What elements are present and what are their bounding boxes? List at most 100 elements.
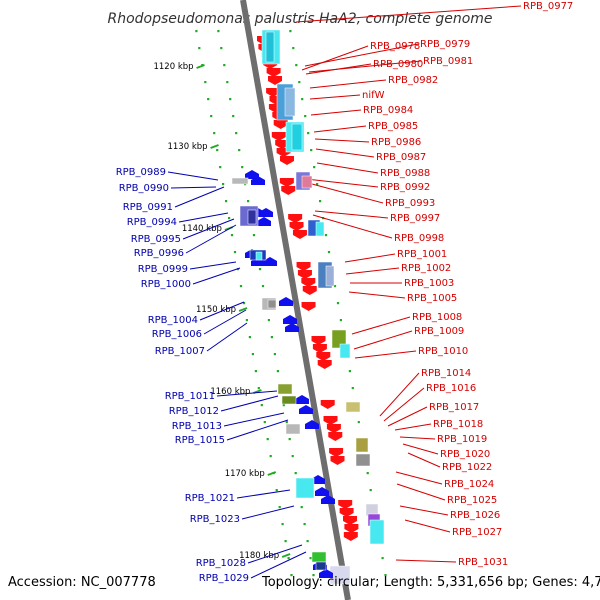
gene-label-left[interactable]: RPB_1021 [185,493,235,504]
gene-arrow-reverse[interactable] [343,516,357,525]
gene-arrow-reverse[interactable] [329,448,344,457]
gene-arrow-reverse[interactable] [312,344,327,353]
gene-label-left[interactable]: RPB_0989 [116,167,166,178]
gene-arrow-reverse[interactable] [289,222,304,231]
gene-arrow-reverse[interactable] [339,508,354,517]
gene-arrow-forward[interactable] [315,487,329,496]
gene-arrow-reverse[interactable] [281,186,296,195]
gene-arrow-reverse[interactable] [301,302,316,311]
gene-label-left[interactable]: RPB_1029 [199,573,249,584]
gene-block[interactable] [369,519,385,545]
gene-label-right[interactable]: RPB_1009 [414,326,464,337]
gene-label-right[interactable]: RPB_1002 [401,263,451,274]
gene-arrow-reverse[interactable] [343,532,358,541]
gene-label-left[interactable]: RPB_0994 [127,217,177,228]
gene-label-left[interactable]: RPB_1012 [169,406,219,417]
gene-arrow-reverse[interactable] [330,456,345,465]
gene-arrow-reverse[interactable] [311,336,326,345]
gene-label-left[interactable]: RPB_1023 [190,514,240,525]
gene-block[interactable] [231,177,249,185]
gene-label-left[interactable]: RPB_0990 [119,183,169,194]
gene-label-right[interactable]: RPB_0998 [394,233,444,244]
gene-arrow-forward[interactable] [295,395,309,404]
gene-label-left[interactable]: RPB_1028 [196,558,246,569]
gene-arrow-reverse[interactable] [279,178,294,187]
gene-arrow-forward[interactable] [321,495,335,504]
gene-label-left[interactable]: RPB_1007 [155,346,205,357]
gene-arrow-forward[interactable] [285,323,299,332]
gene-block[interactable] [277,383,293,395]
gene-label-left[interactable]: RPB_0991 [123,202,173,213]
gene-label-right[interactable]: RPB_1020 [440,449,490,460]
gene-arrow-forward[interactable] [279,297,293,306]
gene-label-right[interactable]: RPB_0978 [370,41,420,52]
gene-block[interactable] [315,221,325,237]
gene-arrow-forward[interactable] [299,405,313,414]
gene-label-right[interactable]: RPB_0988 [380,168,430,179]
gene-block[interactable] [355,453,371,467]
gene-label-right[interactable]: RPB_1025 [447,495,497,506]
gene-arrow-reverse[interactable] [328,432,343,441]
gene-arrow-reverse[interactable] [344,524,359,533]
gene-label-right[interactable]: RPB_0982 [388,75,438,86]
gene-block[interactable] [247,209,257,225]
gene-label-right[interactable]: RPB_0993 [385,198,435,209]
gene-label-left[interactable]: RPB_1006 [152,329,202,340]
gene-label-left[interactable]: RPB_1013 [172,421,222,432]
gene-label-right[interactable]: RPB_0986 [371,137,421,148]
gene-arrow-reverse[interactable] [266,88,281,97]
gene-block[interactable] [355,437,369,453]
gene-label-right[interactable]: RPB_0980 [373,59,423,70]
gene-label-right[interactable]: RPB_0987 [376,152,426,163]
gene-label-right[interactable]: nifW [362,90,385,101]
gene-arrow-forward[interactable] [251,176,265,185]
gene-arrow-forward[interactable] [283,315,297,324]
gene-label-left[interactable]: RPB_0999 [138,264,188,275]
gene-label-right[interactable]: RPB_1017 [429,402,479,413]
gene-block[interactable] [339,343,351,359]
gene-arrow-reverse[interactable] [292,230,307,239]
gene-label-right[interactable]: RPB_0985 [368,121,418,132]
gene-label-right[interactable]: RPB_1019 [437,434,487,445]
gene-arrow-reverse[interactable] [301,278,316,287]
gene-label-left[interactable]: RPB_1004 [148,315,198,326]
gene-block[interactable] [281,395,297,405]
gene-block[interactable] [311,551,327,563]
gene-block[interactable] [265,31,275,63]
gene-arrow-reverse[interactable] [268,76,282,85]
gene-label-right[interactable]: RPB_0977 [523,1,573,12]
gene-arrow-forward[interactable] [259,208,273,217]
gene-block[interactable] [255,251,263,261]
gene-arrow-reverse[interactable] [271,132,286,141]
gene-label-right[interactable]: RPB_0997 [390,213,440,224]
gene-label-right[interactable]: RPB_1024 [444,479,494,490]
gene-arrow-forward[interactable] [257,217,271,226]
gene-block[interactable] [295,477,315,499]
gene-label-right[interactable]: RPB_0984 [363,105,413,116]
gene-block[interactable] [331,329,347,349]
gene-arrow-reverse[interactable] [273,120,288,129]
gene-label-right[interactable]: RPB_0981 [423,56,473,67]
gene-arrow-forward[interactable] [263,257,277,266]
gene-arrow-forward[interactable] [319,569,333,578]
gene-label-left[interactable]: RPB_1015 [175,435,225,446]
gene-arrow-reverse[interactable] [316,352,331,361]
gene-label-right[interactable]: RPB_1008 [412,312,462,323]
gene-arrow-reverse[interactable] [320,400,335,409]
gene-label-right[interactable]: RPB_1016 [426,383,476,394]
gene-label-right[interactable]: RPB_0979 [420,39,470,50]
gene-label-right[interactable]: RPB_1014 [421,368,471,379]
gene-label-right[interactable]: RPB_1018 [433,419,483,430]
gene-label-right[interactable]: RPB_1003 [404,278,454,289]
gene-block[interactable] [267,299,277,309]
gene-label-left[interactable]: RPB_1011 [165,391,215,402]
gene-arrow-reverse[interactable] [338,500,353,509]
gene-arrow-reverse[interactable] [297,270,312,279]
gene-label-right[interactable]: RPB_1027 [452,527,502,538]
gene-arrow-forward[interactable] [245,170,259,179]
gene-arrow-reverse[interactable] [317,360,332,369]
gene-arrow-reverse[interactable] [302,286,317,295]
gene-label-right[interactable]: RPB_0992 [380,182,430,193]
gene-block[interactable] [291,123,303,151]
gene-block[interactable] [325,265,335,287]
